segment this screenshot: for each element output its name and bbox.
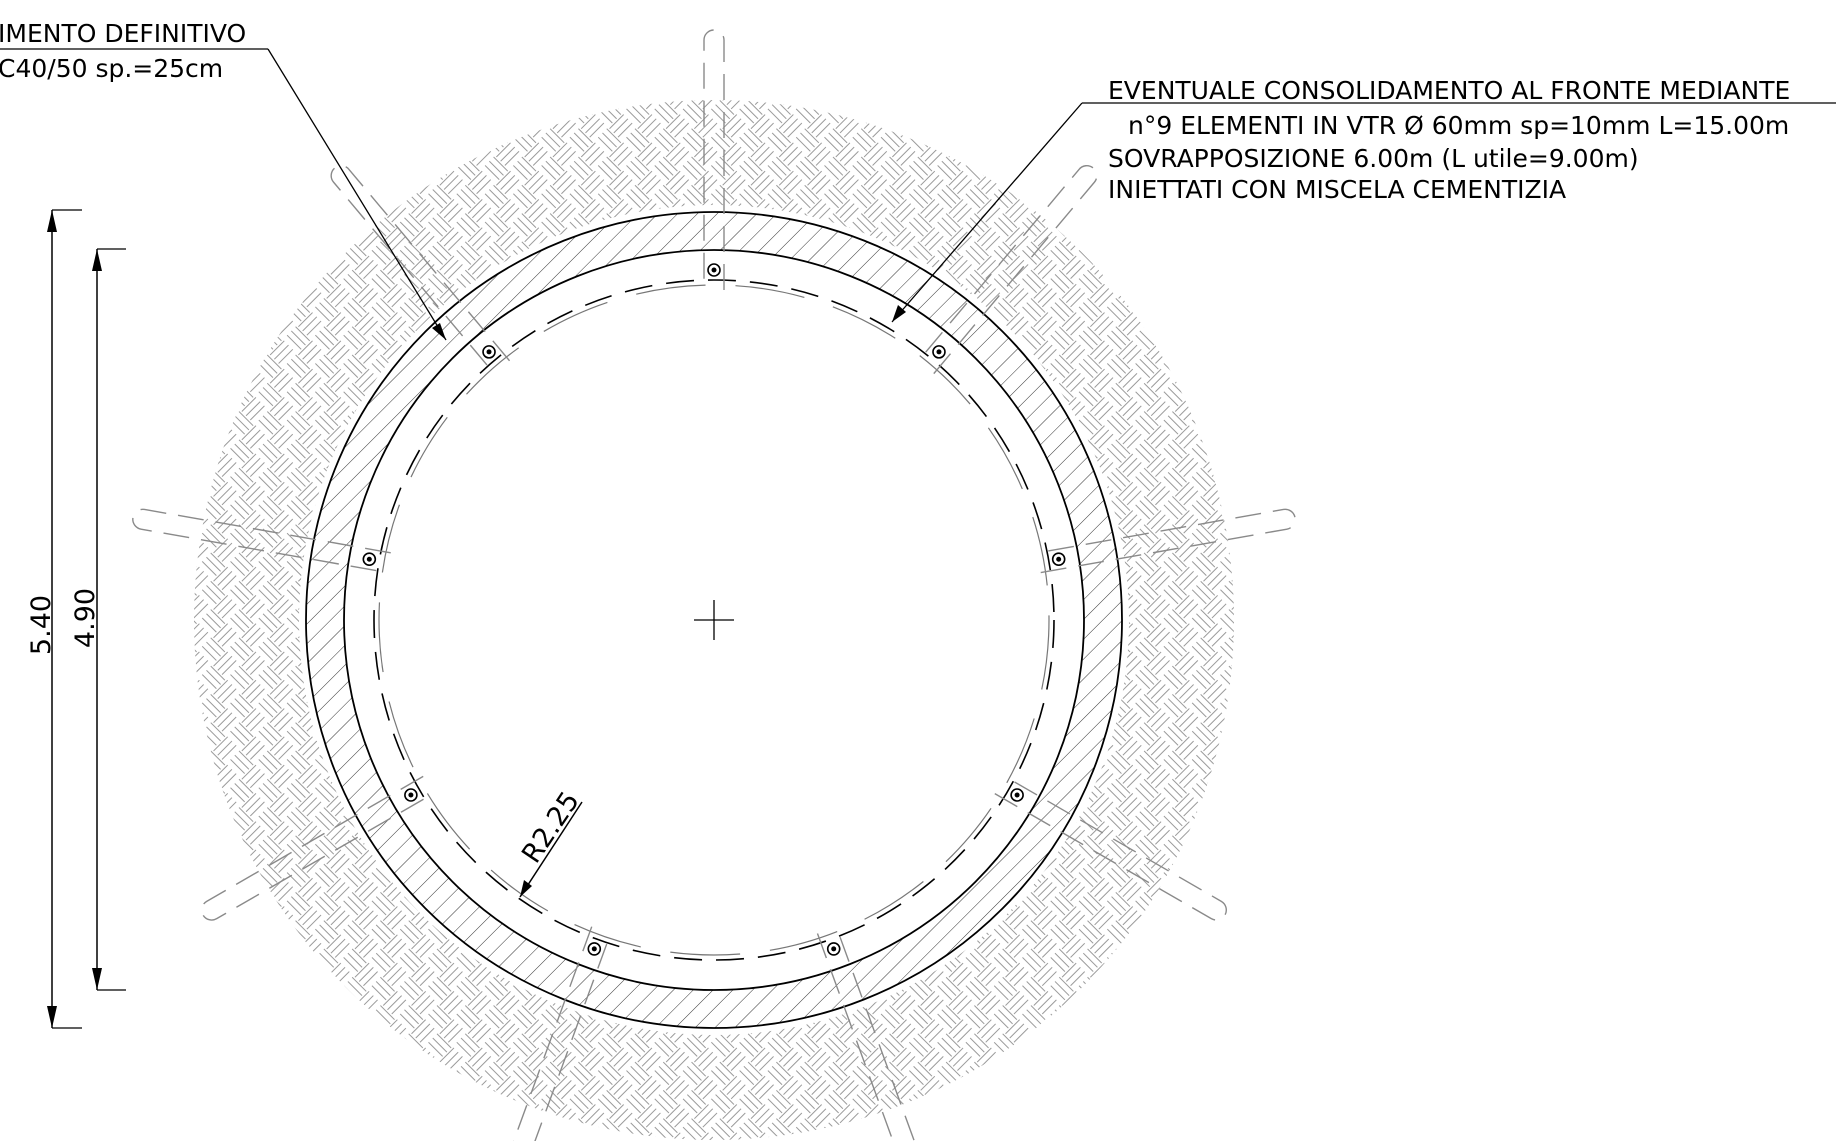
vtr-element-core: [1014, 792, 1020, 798]
vtr-element-markers: [362, 263, 1066, 956]
vtr-element-outline: [330, 165, 511, 375]
vtr-element-outline: [703, 29, 725, 290]
dimension-inner-height: 4.90: [70, 248, 126, 991]
consolidation-note-line2: n°9 ELEMENTI IN VTR Ø 60mm sp=10mm L=15.…: [1128, 111, 1789, 140]
vtr-element-outline: [201, 775, 434, 921]
inner-height-label: 4.90: [70, 588, 101, 648]
lining-inner-edge: [343, 249, 1085, 991]
vtr-element-core: [711, 267, 717, 273]
vtr-element-outline: [132, 508, 391, 574]
vtr-element-outline: [994, 775, 1227, 921]
lining-annotation: IMENTO DEFINITIVO C40/50 sp.=25cm: [0, 19, 447, 341]
vtr-element-core: [408, 792, 414, 798]
lining-hatch-ring: [300, 200, 1130, 1030]
lining-note-line1: IMENTO DEFINITIVO: [0, 19, 246, 48]
consolidation-note-line3: SOVRAPPOSIZIONE 6.00m (L utile=9.00m): [1108, 144, 1639, 173]
vtr-element-core: [831, 946, 837, 952]
vtr-element-core: [486, 349, 492, 355]
consolidation-annotation: EVENTUALE CONSOLIDAMENTO AL FRONTE MEDIA…: [891, 76, 1836, 323]
vtr-element-core: [366, 556, 372, 562]
lining-note-line2: C40/50 sp.=25cm: [0, 54, 223, 83]
vtr-element-outline: [1037, 508, 1296, 574]
vtr-element-core: [591, 946, 597, 952]
vtr-element-outline: [917, 165, 1098, 375]
element-ring-dashed: [373, 279, 1055, 961]
vtr-element-core: [936, 349, 942, 355]
consolidation-note-line4: INIETTATI CON MISCELA CEMENTIZIA: [1108, 175, 1566, 204]
outer-height-label: 5.40: [26, 595, 57, 655]
vtr-element-core: [1056, 556, 1062, 562]
design-ring-dashed: [378, 284, 1050, 956]
vtr-element-outlines: [132, 29, 1296, 1141]
consolidation-note-line1: EVENTUALE CONSOLIDAMENTO AL FRONTE MEDIA…: [1108, 76, 1790, 105]
lining-outer-edge: [305, 211, 1123, 1029]
dimension-outer-height: 5.40: [26, 209, 82, 1029]
center-cross-icon: [694, 600, 734, 640]
